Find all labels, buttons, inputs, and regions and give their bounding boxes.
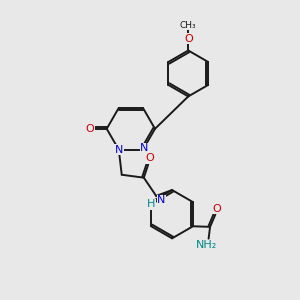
Text: O: O xyxy=(212,204,221,214)
Text: NH₂: NH₂ xyxy=(196,240,217,250)
Text: CH₃: CH₃ xyxy=(180,21,196,30)
Text: N: N xyxy=(115,145,123,155)
Text: O: O xyxy=(184,34,193,44)
Text: O: O xyxy=(145,153,154,163)
Text: N: N xyxy=(140,143,148,153)
Text: H: H xyxy=(147,199,155,209)
Text: N: N xyxy=(157,195,166,206)
Text: O: O xyxy=(85,124,94,134)
